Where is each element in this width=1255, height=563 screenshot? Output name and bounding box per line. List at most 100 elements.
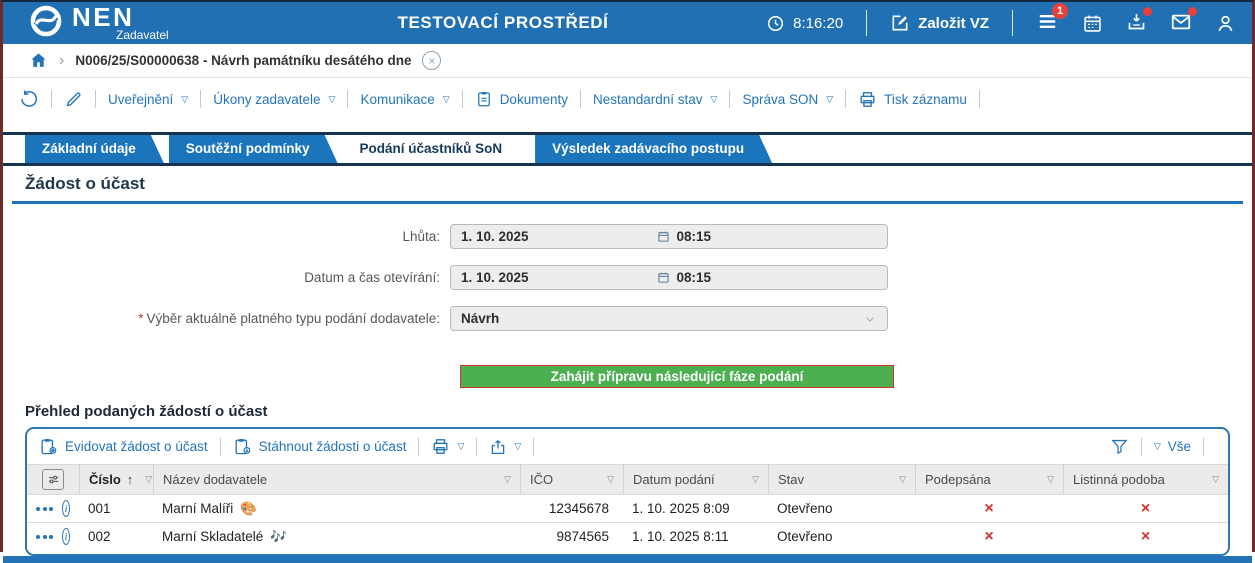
column-label: Listinná podoba [1073,472,1165,487]
divider [845,90,847,108]
table-row[interactable]: i 002 Marní Skladatelé 🎶 9874565 1. 10. … [27,522,1228,550]
grid-print-button[interactable]: ▽ [431,437,464,456]
divider [1140,437,1142,456]
column-label: Název dodavatele [163,472,268,487]
column-header-datum-podani[interactable]: Datum podání ▽ [623,465,768,494]
opening-field[interactable]: 1. 10. 2025 08:15 [450,265,888,290]
grid-section-title: Přehled podaných žádostí o účast [25,403,268,420]
menu-uverejneni[interactable]: Uveřejnění ▽ [108,92,188,107]
column-header-stav[interactable]: Stav ▽ [768,465,915,494]
edit-pencil-icon[interactable] [64,90,83,109]
register-request-button[interactable]: Evidovat žádost o účast [39,437,208,456]
clock-icon [766,14,785,33]
row-submitted: 1. 10. 2025 8:11 [632,529,729,544]
breadcrumb-record-title[interactable]: N006/25/S00000638 - Návrh památníku desá… [75,53,412,68]
column-label: Podepsána [925,472,991,487]
row-actions-menu-icon[interactable] [36,534,53,539]
divider [461,90,463,108]
cross-icon: × [1140,527,1151,545]
menu-label: Úkony zadavatele [213,91,321,107]
tab-soutezni-podminky[interactable]: Soutěžní podmínky [169,135,338,163]
submission-type-select[interactable]: Návrh [450,306,888,331]
table-row[interactable]: i 001 Marní Malíři 🎨 12345678 1. 10. 202… [27,494,1228,522]
messages-button[interactable] [1170,6,1197,36]
deadline-time-value[interactable]: 08:15 [676,229,712,244]
filter-dropdown-icon[interactable]: ▽ [899,474,906,484]
main-menu-button[interactable]: 1 [1036,3,1068,36]
column-header-nazev-dodavatele[interactable]: Název dodavatele ▽ [153,465,520,494]
close-record-icon[interactable]: × [422,51,442,70]
submission-type-label-text: Výběr aktuálně platného typu podání doda… [146,311,440,326]
clipboard-gear-icon [39,437,58,456]
filter-dropdown-icon[interactable]: ▽ [145,474,153,484]
deadline-date-value[interactable]: 1. 10. 2025 [461,229,529,244]
column-header-listinna-podoba[interactable]: Listinná podoba ▽ [1063,465,1228,494]
palette-icon: 🎨 [240,500,258,516]
menu-dokumenty[interactable]: Dokumenty [475,90,568,108]
column-settings-cell[interactable] [27,465,79,494]
info-icon[interactable]: i [62,528,70,545]
sort-asc-icon: ↑ [126,472,134,487]
column-header-ico[interactable]: IČO ▽ [520,465,623,494]
downloads-button[interactable] [1126,7,1152,35]
column-label: Stav [778,472,805,487]
menu-tisk-zaznamu[interactable]: Tisk záznamu [858,90,967,109]
filter-funnel-icon[interactable] [1110,437,1129,456]
deadline-field[interactable]: 1. 10. 2025 08:15 [450,224,888,249]
start-next-phase-button[interactable]: Zahájit přípravu následující fáze podání [460,365,894,388]
divider [200,90,202,108]
divider [418,437,420,456]
tab-podani-ucastniku-son[interactable]: Podání účastníků SoN [343,135,531,163]
opening-time-value[interactable]: 08:15 [676,270,712,285]
row-ico: 12345678 [548,501,609,516]
divider [51,90,52,108]
menu-label: Správa SON [742,91,819,107]
nen-logo-icon [29,4,63,38]
history-icon[interactable] [19,89,39,109]
column-label: Číslo [89,472,121,487]
section-title: Žádost o účast [25,174,145,193]
divider [1012,10,1013,36]
menu-nestandardni-stav[interactable]: Nestandardní stav ▽ [593,92,717,107]
cross-icon: × [1140,499,1151,517]
supplier-name: Marní Skladatelé [162,529,264,544]
tab-strip-bottom-border [3,163,1252,166]
tab-zakladni-udaje[interactable]: Základní údaje [25,135,164,163]
menu-komunikace[interactable]: Komunikace ▽ [360,92,449,107]
info-icon[interactable]: i [62,500,70,517]
grid-export-button[interactable]: ▽ [489,438,521,456]
calendar-small-icon [657,230,670,243]
section-rule [12,201,1243,204]
mail-icon [1170,11,1192,33]
opening-date-value[interactable]: 1. 10. 2025 [461,270,529,285]
download-tray-icon [1126,11,1147,32]
tab-vysledek-zadavaciho-postupu[interactable]: Výsledek zadávacího postupu [535,135,772,163]
filter-dropdown-icon[interactable]: ▽ [1047,474,1054,484]
logo-text: NEN [72,2,135,32]
select-chevron-icon [863,312,877,326]
printer-icon [431,437,450,456]
create-vz-button[interactable]: Založit VZ [890,13,989,33]
column-header-cislo[interactable]: Číslo ↑ ▽ [79,465,153,494]
grid-bottom-padding [27,550,1228,554]
nen-logo[interactable]: NEN Zadavatel [29,4,169,42]
filter-dropdown-icon[interactable]: ▽ [607,474,614,484]
user-profile-icon[interactable] [1215,13,1236,34]
divider [95,90,96,108]
filter-dropdown-icon[interactable]: ▽ [1212,474,1219,484]
filter-scope-selector[interactable]: ▽ Vše [1154,439,1191,454]
menu-label: Nestandardní stav [592,91,703,107]
calendar-icon[interactable] [1082,13,1103,34]
download-requests-button[interactable]: Stáhnout žádosti o účast [233,437,406,456]
column-header-podepsana[interactable]: Podepsána ▽ [915,465,1063,494]
home-icon[interactable] [29,51,48,70]
grid-header-row: Číslo ↑ ▽ Název dodavatele ▽ IČO ▽ Datum… [27,464,1228,494]
filter-dropdown-icon[interactable]: ▽ [752,474,759,484]
register-request-label: Evidovat žádost o účast [65,439,208,454]
cross-icon: × [984,499,994,517]
row-actions-menu-icon[interactable] [36,506,53,511]
filter-dropdown-icon[interactable]: ▽ [504,474,511,484]
menu-ukony-zadavatele[interactable]: Úkony zadavatele ▽ [213,92,335,107]
menu-sprava-son[interactable]: Správa SON ▽ [742,92,833,107]
divider [729,90,731,108]
